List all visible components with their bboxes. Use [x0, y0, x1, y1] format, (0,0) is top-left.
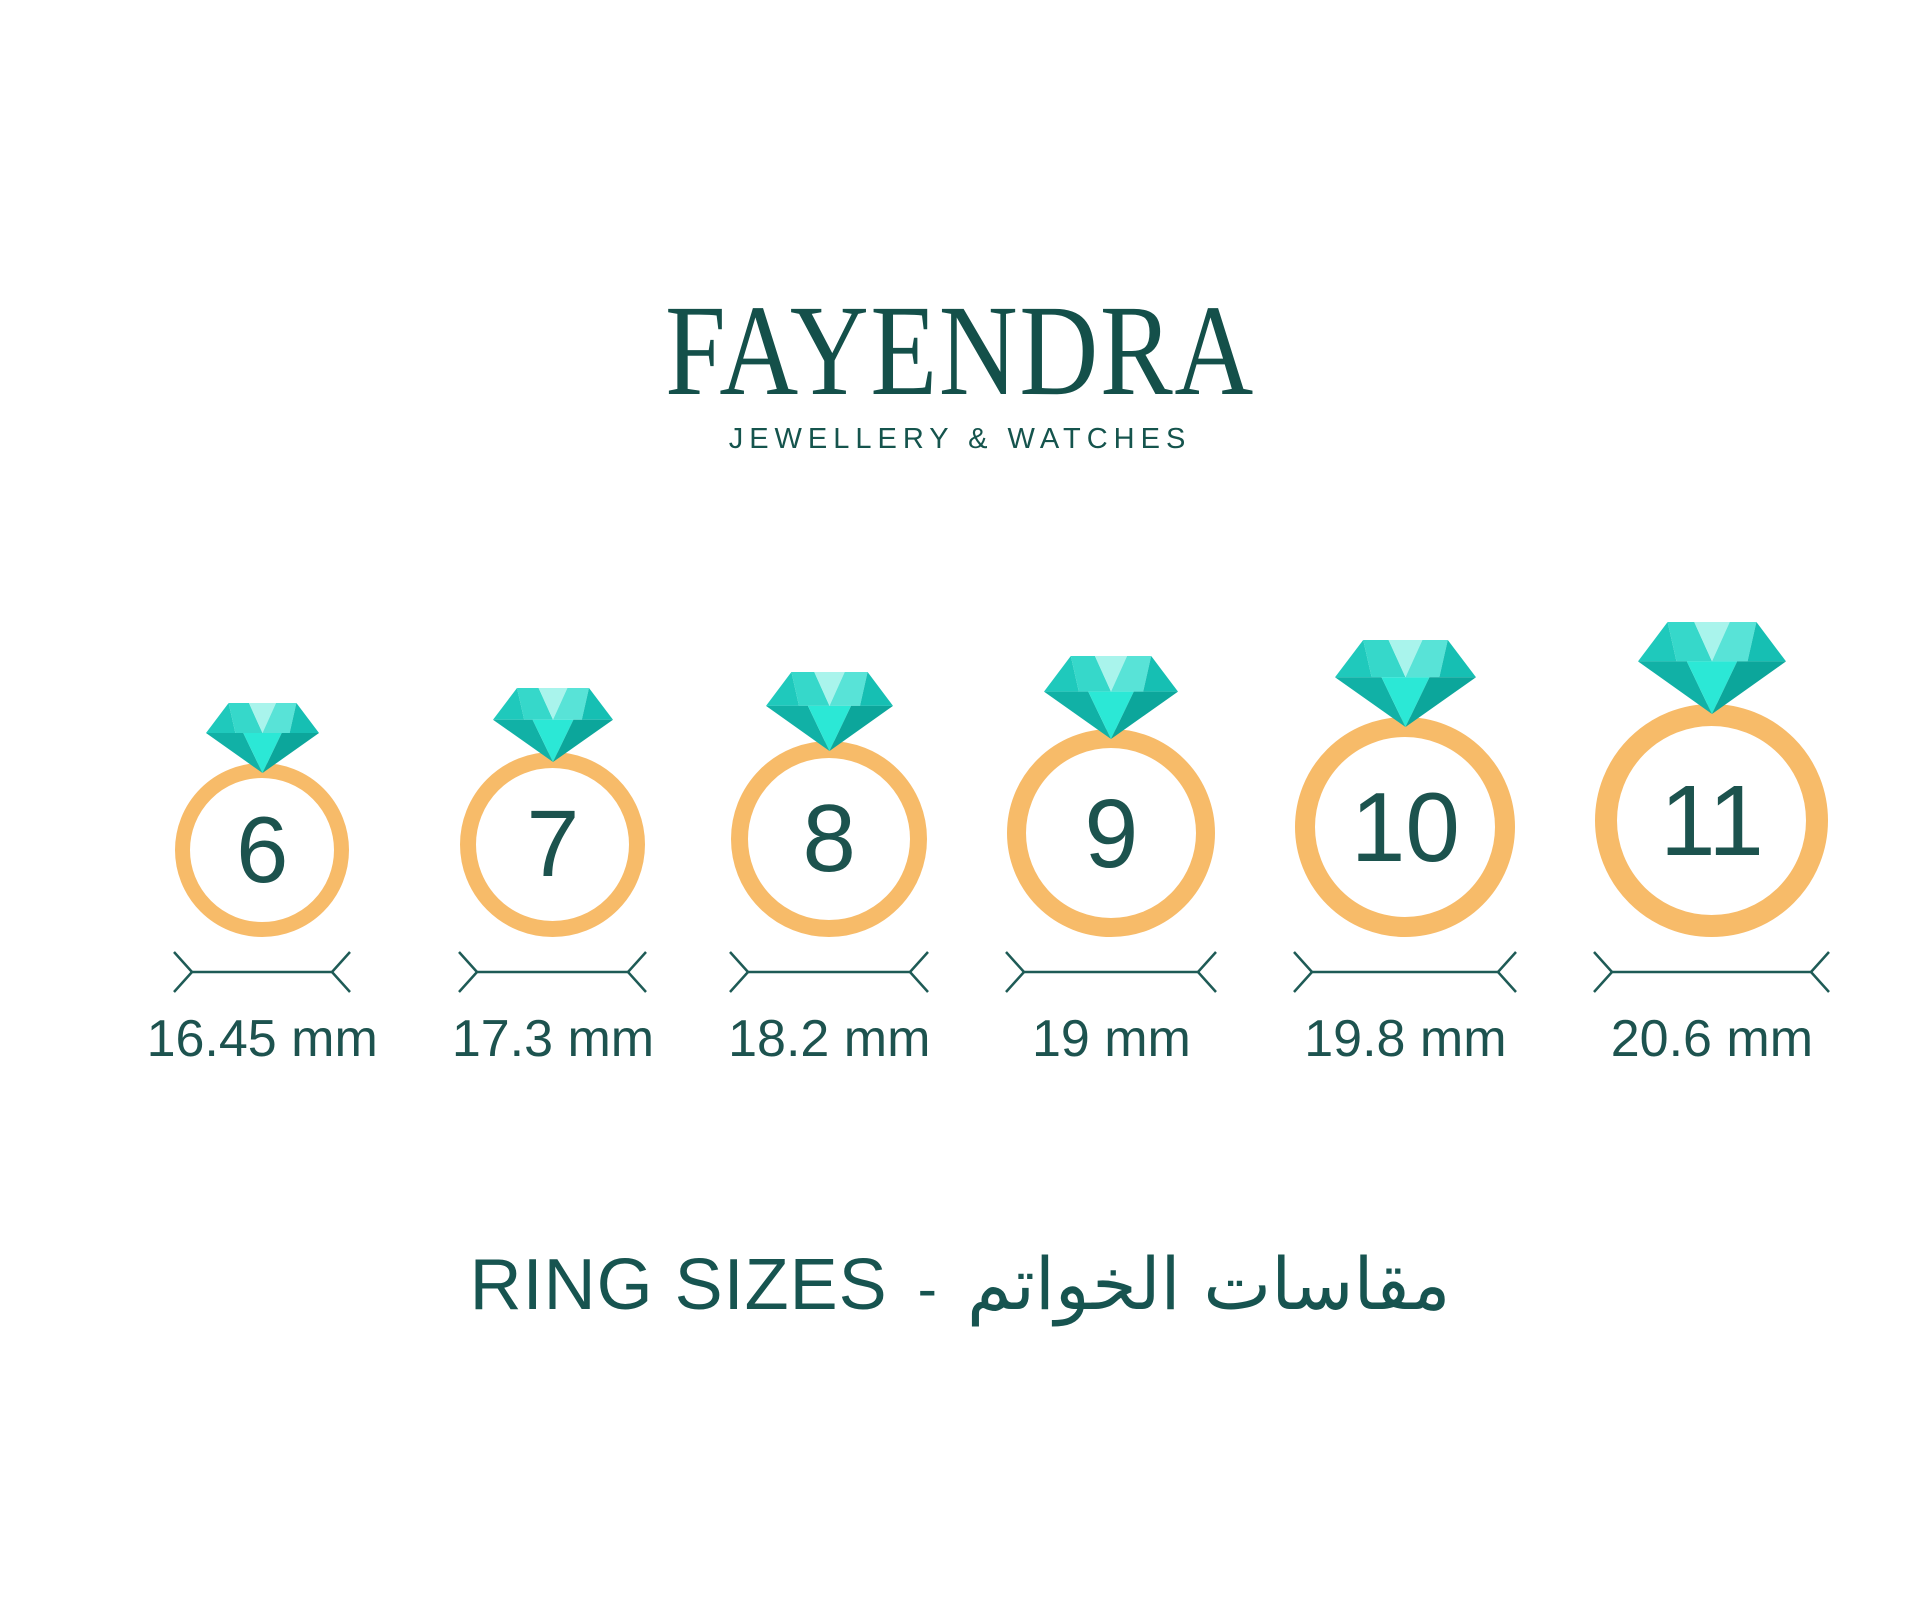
ring-diameter-label: 20.6 mm	[1610, 1010, 1814, 1068]
ring-size-item-6: 6 16.45 mm	[147, 703, 378, 1068]
brand-logo: FAYENDRA JEWELLERY & WATCHES	[0, 286, 1920, 457]
ring-band: 7	[460, 752, 646, 937]
title-separator: -	[917, 1257, 937, 1322]
ring-size-number: 7	[526, 791, 580, 897]
diamond-icon	[765, 672, 893, 751]
ring-size-item-9: 9 19 mm	[1004, 656, 1218, 1068]
ring-size-number: 8	[802, 785, 856, 892]
ring-size-item-8: 8 18.2 mm	[728, 672, 930, 1068]
ring-band: 9	[1007, 729, 1216, 937]
diamond-icon	[1637, 622, 1786, 714]
width-dimension-arrows	[173, 951, 352, 993]
width-dimension-arrows	[1293, 951, 1518, 993]
ring-diameter-label: 18.2 mm	[728, 1010, 931, 1068]
width-dimension-arrows	[729, 951, 930, 993]
ring-band: 6	[175, 763, 350, 937]
page-title-english: RING SIZES	[469, 1245, 888, 1325]
ring-diameter-label: 16.45 mm	[146, 1010, 378, 1068]
ring-illustration: 7	[460, 688, 646, 937]
ring-size-number: 6	[236, 797, 289, 902]
ring-size-number: 10	[1350, 772, 1460, 882]
width-dimension-arrows	[1005, 951, 1218, 993]
ring-diameter-label: 17.3 mm	[451, 1010, 655, 1068]
ring-band: 10	[1295, 717, 1516, 937]
ring-band: 8	[731, 741, 928, 937]
ring-size-number: 9	[1084, 778, 1139, 888]
width-dimension-arrows	[1593, 951, 1831, 993]
ring-size-item-10: 10 19.8 mm	[1292, 640, 1518, 1068]
ring-illustration: 10	[1295, 640, 1516, 937]
width-dimension-arrows	[458, 951, 648, 993]
diamond-icon	[492, 688, 613, 762]
rings-row: 6 16.45 mm	[29, 622, 1920, 1068]
brand-name: FAYENDRA	[665, 279, 1255, 423]
page-title-arabic: مقاسات الخواتم	[966, 1242, 1451, 1326]
ring-size-item-7: 7 17.3 mm	[452, 688, 654, 1068]
page-title: RING SIZES - مقاسات الخواتم	[0, 1248, 1920, 1321]
ring-illustration: 11	[1595, 622, 1829, 937]
brand-tagline: JEWELLERY & WATCHES	[728, 423, 1192, 455]
ring-size-number: 11	[1660, 764, 1764, 877]
diamond-icon	[1334, 640, 1476, 727]
ring-size-item-11: 11 20.6 mm	[1592, 622, 1831, 1068]
ring-illustration: 6	[175, 703, 350, 937]
diamond-icon	[205, 703, 319, 773]
diamond-icon	[1044, 656, 1179, 739]
ring-band: 11	[1595, 704, 1829, 937]
ring-diameter-label: 19 mm	[1031, 1010, 1191, 1068]
ring-illustration: 9	[1007, 656, 1216, 937]
ring-illustration: 8	[731, 672, 928, 937]
ring-diameter-label: 19.8 mm	[1304, 1010, 1507, 1068]
